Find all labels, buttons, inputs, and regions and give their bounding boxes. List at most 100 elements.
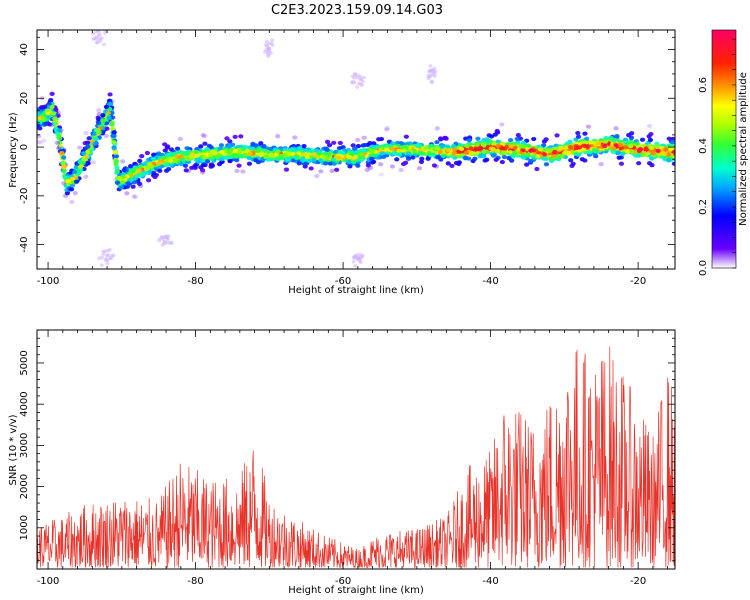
- spectrogram-cell: [531, 136, 537, 142]
- spectrogram-cell: [626, 133, 632, 138]
- spectrogram-cell: [107, 101, 113, 106]
- spectrogram-cell: [313, 148, 320, 154]
- spectrogram-cell: [358, 155, 364, 160]
- x-tick-label: -20: [630, 576, 646, 587]
- spectrogram-cell: [491, 152, 497, 157]
- spectrogram-cell: [478, 152, 484, 158]
- spectrogram-cell: [37, 116, 42, 121]
- spectrogram-cell: [200, 170, 206, 175]
- spectrogram-cell: [411, 148, 417, 154]
- spectrogram-cell: [670, 140, 675, 145]
- spectrogram-cell: [582, 143, 588, 149]
- spectrogram-cell: [232, 134, 238, 139]
- spectrogram-cell: [610, 146, 616, 151]
- spectrogram-cell: [671, 161, 675, 166]
- spectrogram-cell: [49, 91, 55, 96]
- spectrogram-cell: [164, 153, 170, 158]
- spectrogram-cell: [83, 174, 89, 179]
- spectrogram-cell: [371, 141, 377, 146]
- spectrogram-cell: [61, 155, 67, 160]
- snr-series-line: [36, 346, 676, 569]
- spectrogram-cell: [37, 140, 44, 145]
- spectrogram-cell: [53, 107, 59, 112]
- spectrogram-cell: [331, 140, 337, 145]
- spectrogram-cell: [463, 150, 469, 155]
- y-tick-label: 1000: [19, 515, 30, 540]
- spectrogram-cell: [355, 73, 360, 77]
- spectrogram-cell: [179, 150, 185, 155]
- spectrogram-cell: [520, 147, 526, 153]
- spectrogram-cell: [278, 153, 284, 158]
- spectrogram-cell: [318, 169, 324, 174]
- spectrogram-cell: [576, 145, 582, 150]
- spectrogram-cell: [322, 151, 328, 156]
- spectrogram-cell: [96, 33, 101, 38]
- spectrogram-cell: [474, 142, 480, 147]
- spectrogram-cell: [77, 145, 83, 150]
- spectrogram-cell: [324, 155, 330, 160]
- spectrogram-cell: [384, 126, 390, 131]
- spectrogram-cell: [551, 154, 558, 159]
- spectrogram-cell: [121, 167, 127, 172]
- spectrogram-cell: [396, 148, 402, 153]
- spectrogram-cell: [620, 151, 626, 156]
- spectrogram-cell: [331, 161, 337, 166]
- spectrogram-cell: [406, 151, 412, 156]
- spectrogram-cell: [138, 183, 144, 189]
- x-tick-label: -80: [187, 276, 203, 287]
- spectrogram-cell: [100, 113, 106, 118]
- spectrogram-cell: [92, 36, 97, 41]
- spectrogram-cell: [468, 146, 474, 151]
- spectrogram-cell: [649, 145, 655, 150]
- spectrogram-cell: [90, 160, 96, 165]
- spectrogram-cell: [383, 143, 389, 148]
- spectrogram-cell: [291, 147, 297, 152]
- spectrogram-cell: [481, 149, 487, 154]
- spectrogram-cell: [236, 163, 242, 168]
- spectrogram-cell: [111, 140, 117, 145]
- spectrogram-cell: [529, 148, 535, 153]
- spectrogram-cell: [504, 144, 510, 149]
- spectrogram-cell: [284, 157, 291, 162]
- spectrogram-cell: [209, 156, 215, 161]
- spectrogram-cell: [525, 152, 531, 157]
- x-tick-label: -80: [187, 576, 203, 587]
- spectrogram-cell: [218, 143, 225, 148]
- spectrogram-cell: [351, 259, 356, 264]
- spectrogram-cell: [410, 155, 416, 160]
- spectrogram-cell: [427, 69, 432, 74]
- spectrogram-cell: [508, 137, 514, 143]
- spectrogram-cell: [435, 155, 441, 160]
- spectrogram-cell: [296, 151, 302, 156]
- spectrogram-cell: [177, 136, 183, 142]
- spectrogram-cell: [367, 165, 374, 170]
- spectrogram-cell: [177, 154, 183, 159]
- snr-panel: -100 -80 -60 -40 -20 1000 2000 3000 4000 5000 Hei…: [8, 329, 676, 596]
- spectrogram-cell: [493, 157, 499, 162]
- spectrogram-cell: [585, 124, 592, 129]
- spectrogram-cell: [106, 253, 111, 257]
- spectrogram-cell: [144, 150, 151, 156]
- spectrogram-cell: [56, 128, 62, 133]
- spectrogram-cell: [263, 43, 268, 47]
- spectrogram-cell: [390, 141, 396, 146]
- spectrogram-cell: [292, 135, 298, 140]
- spectrogram-cell: [227, 159, 233, 164]
- spectrogram-cell: [666, 158, 672, 163]
- spectrogram-cell: [101, 249, 106, 254]
- spectrogram-cell: [111, 133, 117, 139]
- spectrogram-cell: [554, 146, 561, 151]
- spectrogram-cell: [234, 168, 240, 174]
- spectrogram-cell: [242, 144, 248, 150]
- spectrogram-cell: [104, 126, 110, 131]
- spectrogram-cell: [114, 165, 120, 170]
- spectrogram-cell: [184, 151, 190, 157]
- spectrogram-cell: [508, 150, 514, 155]
- spectrogram-cell: [110, 253, 115, 258]
- spectrogram-cell: [224, 136, 230, 141]
- spectrogram-cell: [362, 75, 367, 80]
- spectrogram-cell: [449, 163, 455, 168]
- spectrogram-cell: [45, 111, 51, 116]
- y-tick-label: 20: [19, 92, 30, 105]
- spectrogram-cell: [318, 158, 324, 163]
